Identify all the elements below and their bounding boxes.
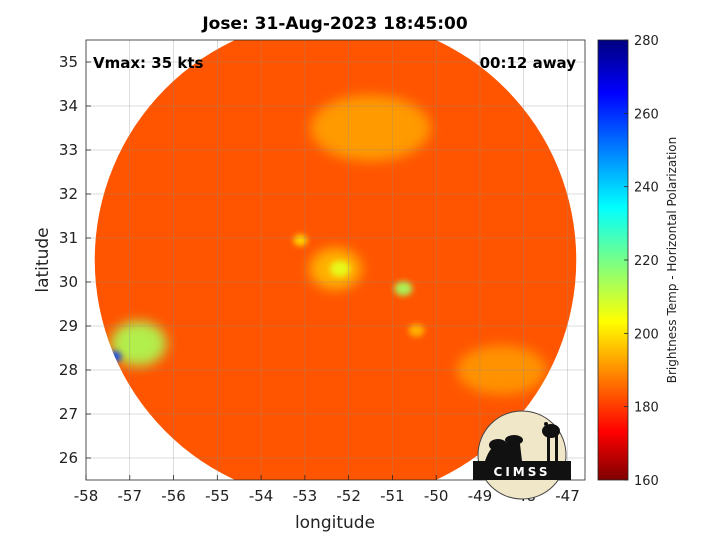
x-tick-label: -57 xyxy=(118,487,143,505)
x-tick-label: -58 xyxy=(74,487,99,505)
y-tick-label: 32 xyxy=(59,185,78,203)
colorbar-tick-label: 180 xyxy=(634,401,659,416)
x-tick-label: -55 xyxy=(205,487,230,505)
x-axis-label: longitude xyxy=(295,513,375,533)
vmax-annotation: Vmax: 35 kts xyxy=(93,54,203,72)
y-tick-label: 29 xyxy=(59,317,78,335)
colorbar-tick-label: 220 xyxy=(634,254,659,269)
y-tick-label: 28 xyxy=(59,361,78,379)
cell-north xyxy=(293,234,308,246)
cimss-logo: CIMSS xyxy=(473,410,571,500)
colorbar-tick-label: 240 xyxy=(634,181,659,196)
x-tick-label: -47 xyxy=(555,487,580,505)
convective-cluster-sw xyxy=(110,321,167,366)
colorbar xyxy=(597,39,629,481)
y-tick-label: 30 xyxy=(59,273,78,291)
colorbar-tick-label: 260 xyxy=(634,107,659,122)
colorbar-ticks: 160 180 200 220 240 260 280 xyxy=(624,34,659,489)
y-tick-label: 31 xyxy=(59,229,78,247)
y-axis-label: latitude xyxy=(33,227,53,292)
chart-title: Jose: 31-Aug-2023 18:45:00 xyxy=(201,14,468,34)
cell-east xyxy=(394,281,413,296)
x-tick-label: -51 xyxy=(380,487,405,505)
cell-east-south xyxy=(408,324,425,337)
grid-lines xyxy=(86,40,585,480)
y-tick-label: 33 xyxy=(59,141,78,159)
band-north xyxy=(310,95,431,161)
x-tick-label: -50 xyxy=(424,487,449,505)
logo-text: CIMSS xyxy=(494,465,551,479)
y-tick-label: 35 xyxy=(59,53,78,71)
colorbar-tick-label: 200 xyxy=(634,327,659,342)
x-tick-label: -53 xyxy=(293,487,318,505)
colorbar-tick-label: 280 xyxy=(634,34,659,49)
x-tick-label: -49 xyxy=(468,487,493,505)
y-tick-label: 26 xyxy=(59,449,78,467)
axes-frame xyxy=(85,39,586,481)
eye-core xyxy=(329,260,350,277)
y-tick-label: 34 xyxy=(59,97,78,115)
x-tick-label: -56 xyxy=(161,487,186,505)
time-away-annotation: 00:12 away xyxy=(480,54,577,72)
x-tick-label: -54 xyxy=(249,487,274,505)
y-axis-ticks: 26 27 28 29 30 31 32 33 34 35 xyxy=(59,53,91,467)
colorbar-label: Brightness Temp - Horizontal Polarizatio… xyxy=(665,137,679,384)
y-tick-label: 27 xyxy=(59,405,78,423)
colorbar-tick-label: 160 xyxy=(634,474,659,489)
x-tick-label: -52 xyxy=(336,487,361,505)
